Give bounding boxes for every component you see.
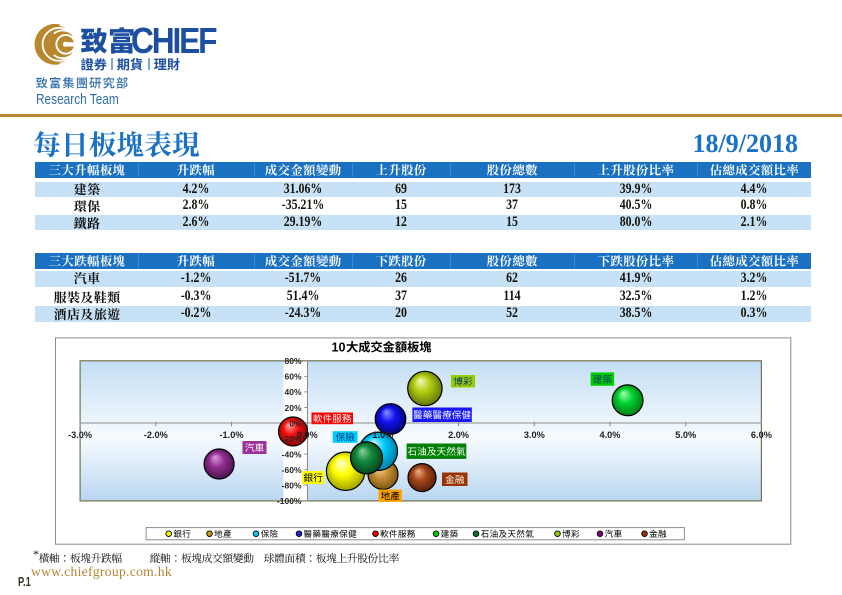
- svg-text:-40%: -40%: [282, 449, 302, 459]
- svg-text:0.0%: 0.0%: [297, 430, 318, 440]
- svg-text:80%: 80%: [284, 356, 301, 366]
- svg-text:4.0%: 4.0%: [600, 430, 621, 440]
- svg-text:1.0%: 1.0%: [372, 430, 393, 440]
- svg-text:-80%: -80%: [282, 481, 302, 491]
- svg-text:-1.0%: -1.0%: [219, 430, 243, 440]
- svg-text:10: 10: [332, 340, 346, 354]
- svg-text:-2.0%: -2.0%: [144, 430, 168, 440]
- svg-text:40%: 40%: [284, 387, 301, 397]
- svg-text:-60%: -60%: [282, 465, 302, 475]
- svg-text:3.0%: 3.0%: [524, 430, 545, 440]
- svg-text:-3.0%: -3.0%: [68, 430, 92, 440]
- svg-text:20%: 20%: [284, 403, 301, 413]
- svg-text:5.0%: 5.0%: [675, 430, 696, 440]
- svg-text:2.0%: 2.0%: [448, 430, 469, 440]
- svg-text:-20%: -20%: [282, 434, 302, 444]
- svg-text:60%: 60%: [284, 372, 301, 382]
- svg-text:0%: 0%: [289, 418, 302, 428]
- svg-text:6.0%: 6.0%: [751, 430, 772, 440]
- svg-text:-100%: -100%: [277, 496, 302, 506]
